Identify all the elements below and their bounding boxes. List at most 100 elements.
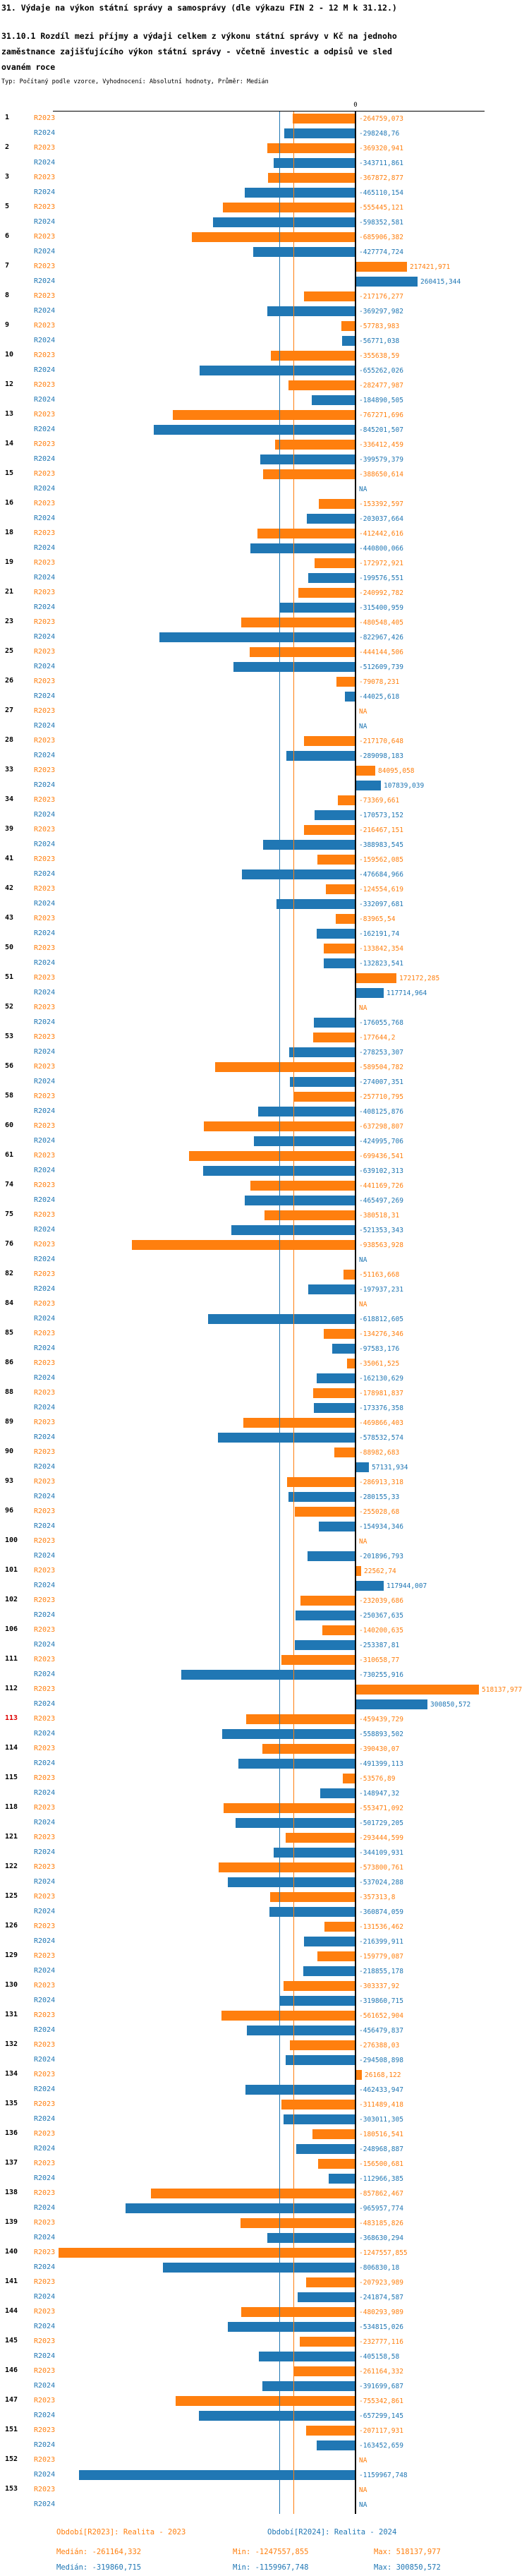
- chart-row: 85 R2023 -134276,346 R2024 -97583,176: [0, 1327, 529, 1356]
- value-label: 117714,964: [387, 989, 427, 997]
- value-label: -857862,467: [359, 2190, 403, 2198]
- series-label: R2024: [34, 337, 56, 344]
- bar-line: R2024 -657299,145: [0, 2409, 529, 2424]
- chart-row: 102 R2023 -232039,686 R2024 -250367,635: [0, 1594, 529, 1623]
- row-number: 43: [5, 914, 14, 922]
- bar-r2024: [295, 1640, 355, 1650]
- bar-r2024: [208, 1314, 355, 1324]
- bar-r2023: [324, 1329, 355, 1339]
- series-label: R2023: [34, 648, 56, 656]
- value-label: -462433,947: [359, 2086, 403, 2094]
- bar-line: 50 R2023 -133842,354: [0, 941, 529, 956]
- series-label: R2024: [34, 1078, 56, 1085]
- value-label: -132823,541: [359, 960, 403, 968]
- median-r2024: Medián: -319860,715: [56, 2563, 142, 2572]
- row-number: 1: [5, 114, 10, 121]
- series-label: R2023: [34, 500, 56, 507]
- row-number: 50: [5, 944, 14, 951]
- series-label: R2023: [34, 470, 56, 478]
- bar-r2024: [307, 514, 355, 524]
- series-label: R2024: [34, 929, 56, 937]
- series-label: R2023: [34, 1952, 56, 1960]
- chart-row: 13 R2023 -767271,696 R2024 -845201,507: [0, 408, 529, 438]
- value-label: -170573,152: [359, 812, 403, 819]
- chart-row: 19 R2023 -172972,921 R2024 -199576,551: [0, 556, 529, 586]
- series-label: R2024: [34, 1285, 56, 1293]
- bar-r2024: [79, 2470, 355, 2480]
- row-number: 7: [5, 262, 10, 270]
- value-label: -207923,989: [359, 2279, 403, 2287]
- bar-line: 146 R2023 -261164,332: [0, 2364, 529, 2379]
- series-label: R2024: [34, 2234, 56, 2241]
- chart-subtitle-line1: 31.10.1 Rozdíl mezi příjmy a výdaji celk…: [1, 31, 397, 41]
- bar-r2023: [319, 499, 355, 509]
- bar-line: R2024 -491399,113: [0, 1757, 529, 1771]
- value-label: -217170,648: [359, 738, 403, 745]
- bar-r2024: [267, 2233, 355, 2243]
- chart-row: 18 R2023 -412442,616 R2024 -440800,066: [0, 526, 529, 556]
- chart-row: 126 R2023 -131536,462 R2024 -216399,911: [0, 1920, 529, 1949]
- bar-r2024: [276, 899, 355, 909]
- chart-row: 23 R2023 -480548,405 R2024 -822967,426: [0, 615, 529, 645]
- bar-r2024: [290, 1077, 355, 1087]
- bar-r2024: [280, 603, 355, 613]
- value-label: -380518,31: [359, 1212, 400, 1220]
- bar-line: 27 R2023 NA: [0, 704, 529, 719]
- chart-row: 152 R2023 NA R2024 -1159967,748: [0, 2453, 529, 2483]
- series-label: R2023: [34, 1715, 56, 1723]
- bar-r2024: [284, 2114, 355, 2124]
- series-label: R2023: [34, 2011, 56, 2019]
- series-label: R2023: [34, 174, 56, 181]
- bar-r2023: [264, 1210, 355, 1220]
- chart-row: 113 R2023 -459439,729 R2024 -558893,502: [0, 1712, 529, 1742]
- value-label: -140200,635: [359, 1627, 403, 1635]
- series-label: R2024: [34, 1344, 56, 1352]
- bar-line: 86 R2023 -35061,525: [0, 1356, 529, 1371]
- chart-row: 139 R2023 -483185,826 R2024 -368630,294: [0, 2216, 529, 2246]
- median-r2023: Medián: -261164,332: [56, 2548, 142, 2556]
- bar-line: R2024 -162191,74: [0, 927, 529, 941]
- na-label: NA: [359, 1256, 367, 1264]
- series-label: R2023: [34, 1507, 56, 1515]
- chart-row: 144 R2023 -480293,989 R2024 -534815,026: [0, 2305, 529, 2335]
- chart-row: 132 R2023 -276388,03 R2024 -294508,898: [0, 2038, 529, 2068]
- value-label: -391699,687: [359, 2383, 403, 2390]
- series-label: R2023: [34, 796, 56, 804]
- row-number: 141: [5, 2277, 18, 2285]
- value-label: -412442,616: [359, 530, 403, 538]
- bar-line: R2024 -558893,502: [0, 1727, 529, 1742]
- bar-r2023: [306, 2426, 355, 2436]
- value-label: -217176,277: [359, 293, 403, 301]
- value-label: -303337,92: [359, 1982, 400, 1990]
- bar-r2024: [317, 929, 355, 939]
- bar-line: R2024 -303011,305: [0, 2112, 529, 2127]
- bar-line: 136 R2023 -180516,541: [0, 2127, 529, 2142]
- bar-line: R2024 -360874,059: [0, 1905, 529, 1920]
- value-label: -483185,826: [359, 2220, 403, 2227]
- value-label: -730255,916: [359, 1671, 403, 1679]
- chart-row: 53 R2023 -177644,2 R2024 -278253,307: [0, 1030, 529, 1060]
- value-label: -512609,739: [359, 663, 403, 671]
- value-label: -184890,505: [359, 397, 403, 404]
- bar-r2023: [355, 1685, 479, 1695]
- chart-row: 27 R2023 NA R2024 NA: [0, 704, 529, 734]
- bar-r2024: [200, 366, 355, 375]
- row-number: 113: [5, 1714, 18, 1722]
- bar-r2024: [181, 1670, 355, 1680]
- bar-r2024: [154, 425, 355, 435]
- series-label: R2024: [34, 1552, 56, 1560]
- value-label: -357313,8: [359, 1894, 396, 1901]
- bar-line: R2024 -578532,574: [0, 1431, 529, 1445]
- row-number: 114: [5, 1744, 18, 1752]
- bar-line: 144 R2023 -480293,989: [0, 2305, 529, 2320]
- series-label: R2023: [34, 381, 56, 389]
- bar-line: 6 R2023 -685906,382: [0, 230, 529, 245]
- series-label: R2023: [34, 559, 56, 567]
- max-r2024: Max: 300850,572: [374, 2563, 441, 2572]
- bar-r2024: [250, 543, 355, 553]
- median-line-r2023: [293, 112, 294, 2514]
- value-label: -655262,026: [359, 367, 403, 375]
- bar-r2023: [189, 1151, 355, 1161]
- bar-r2023: [343, 1774, 355, 1783]
- bar-r2024: [279, 1996, 355, 2006]
